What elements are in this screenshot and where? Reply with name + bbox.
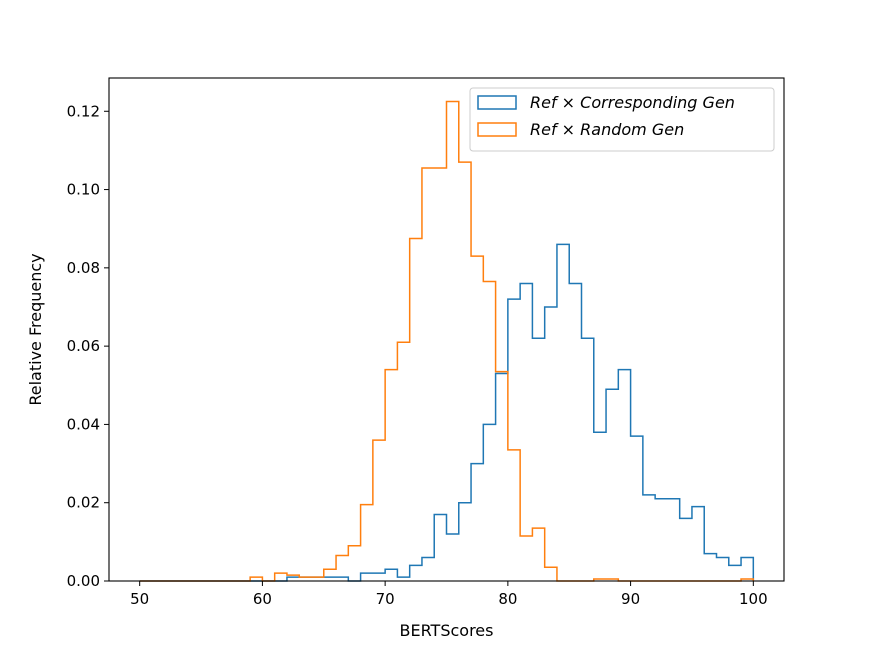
legend-box <box>469 87 775 152</box>
y-tick-label: 0.06 <box>67 337 100 355</box>
x-tick-label: 60 <box>253 590 272 608</box>
legend-swatch-random <box>477 122 517 137</box>
legend-swatch-corresponding <box>477 95 517 110</box>
y-tick-label: 0.04 <box>67 415 100 433</box>
plot-area-frame <box>108 77 785 582</box>
y-tick-label: 0.10 <box>67 181 100 199</box>
x-tick-label: 70 <box>376 590 395 608</box>
y-tick-label: 0.02 <box>67 494 100 512</box>
x-axis: 50 60 70 80 90 100 <box>130 581 768 608</box>
y-tick-label: 0.08 <box>67 259 100 277</box>
y-axis-label: Relative Frequency <box>26 253 45 405</box>
x-axis-label: BERTScores <box>400 621 494 640</box>
legend-label-random: Ref × Random Gen <box>530 120 684 139</box>
x-tick-label: 100 <box>739 590 768 608</box>
x-tick-label: 90 <box>621 590 640 608</box>
legend-label-corresponding: Ref × Corresponding Gen <box>530 93 735 112</box>
y-tick-label: 0.12 <box>67 102 100 120</box>
y-tick-label: 0.00 <box>67 572 100 590</box>
x-tick-label: 50 <box>130 590 149 608</box>
x-tick-label: 80 <box>498 590 517 608</box>
y-axis: 0.00 0.02 0.04 0.06 0.08 0.10 0.12 <box>67 102 109 590</box>
histogram-series-corresponding <box>139 243 755 582</box>
legend: Ref × Corresponding Gen Ref × Random Gen <box>469 87 775 152</box>
